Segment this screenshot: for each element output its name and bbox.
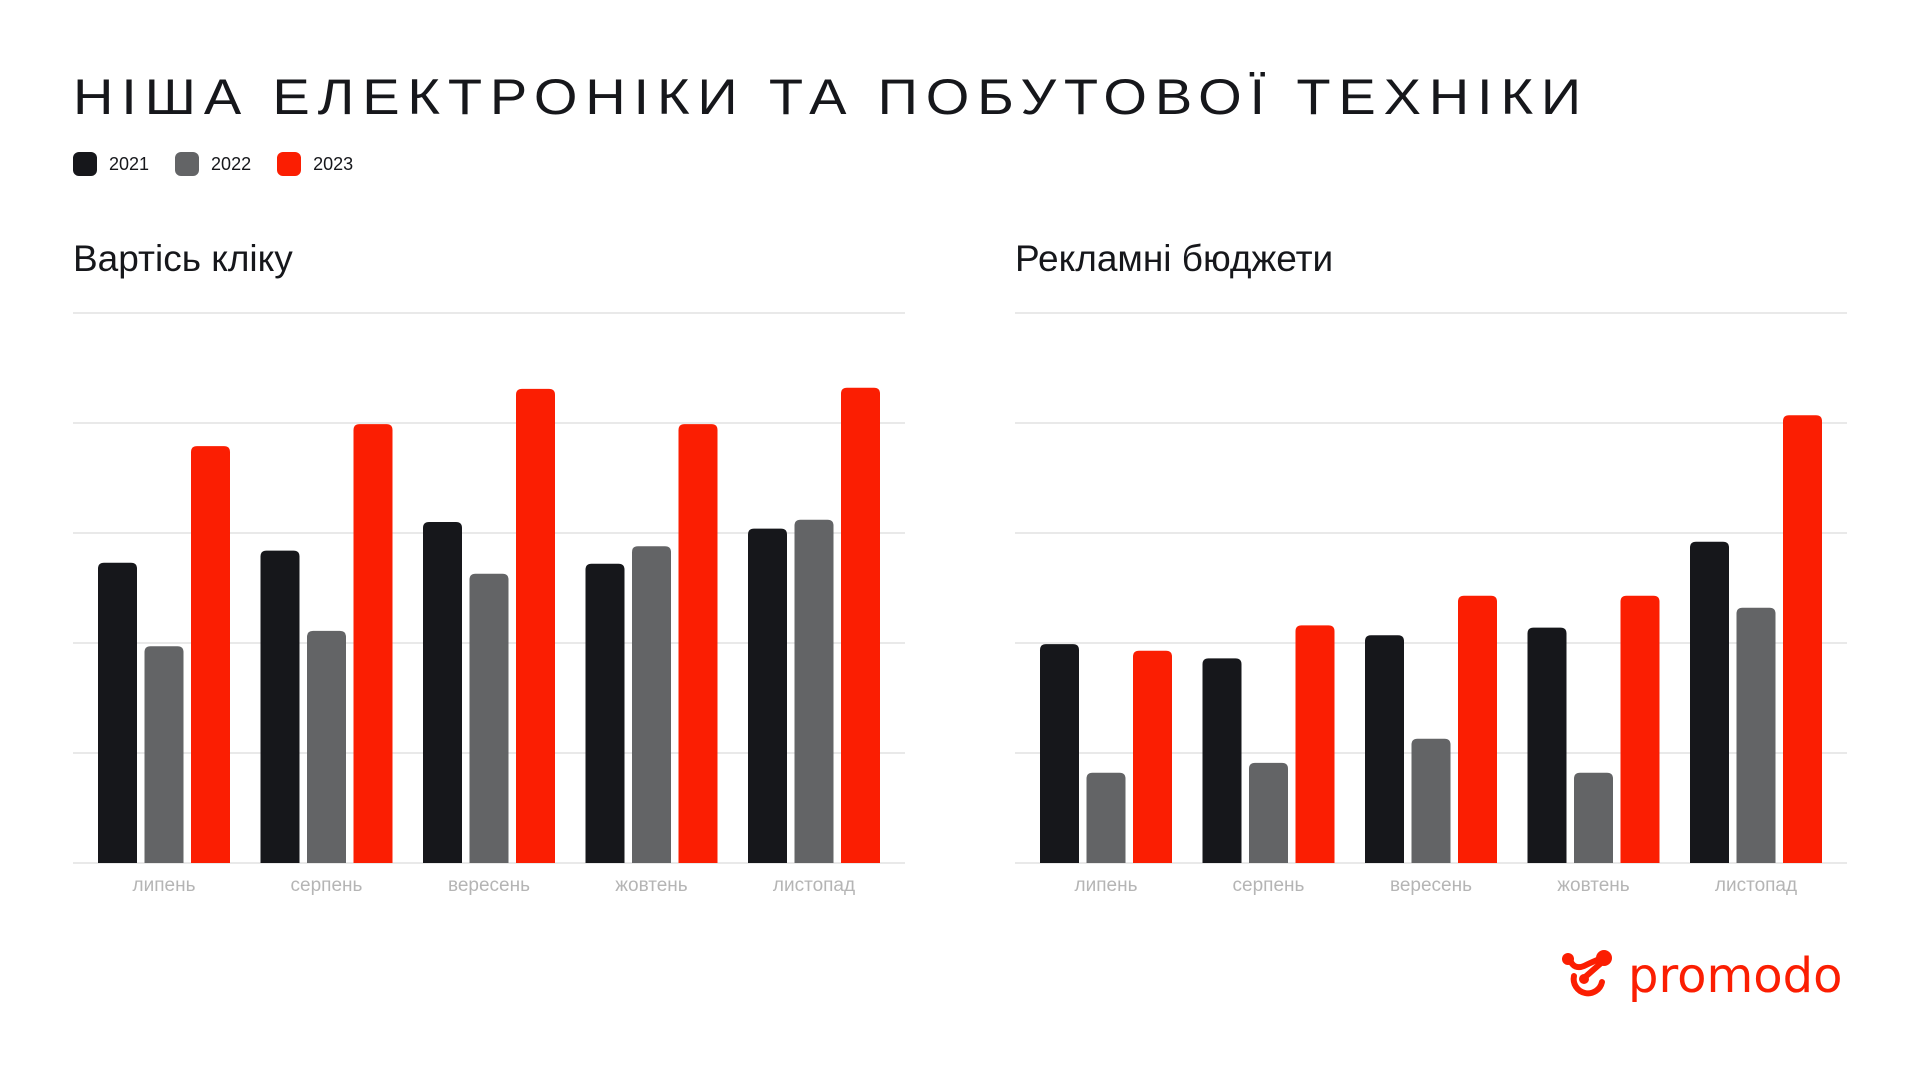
bar-2021-1	[260, 550, 300, 863]
x-tick-label: серпень	[1233, 875, 1305, 896]
bar-2021-2	[1365, 635, 1404, 863]
legend-label: 2023	[313, 153, 354, 174]
promodo-logo-mark: promodo	[1562, 948, 1842, 1004]
legend-item-2022: 2022	[175, 152, 251, 176]
legend-label: 2021	[109, 153, 150, 174]
bar-2023-1	[353, 424, 393, 863]
legend-item-2023: 2023	[277, 152, 353, 176]
bar-2023-4	[1783, 415, 1822, 863]
legend-swatch-2023	[277, 152, 302, 176]
page-title: НІША ЕЛЕКТРОНІКИ ТА ПОБУТОВОЇ ТЕХНІКИ	[73, 69, 1590, 125]
bar-2021-0	[1040, 644, 1079, 863]
bar-2022-2	[469, 573, 509, 863]
bar-2023-4	[841, 387, 880, 863]
bar-2022-4	[794, 519, 834, 863]
bar-2022-3	[632, 546, 671, 863]
bar-2023-3	[1620, 595, 1660, 863]
bar-2022-0	[144, 646, 184, 863]
bar-2023-0	[191, 446, 230, 863]
bar-2023-2	[516, 388, 555, 863]
bar-2022-2	[1411, 738, 1451, 863]
chart-title-cpc: Вартісь кліку	[73, 238, 293, 279]
x-tick-label: вересень	[1390, 875, 1472, 896]
x-tick-label: липень	[1075, 875, 1138, 896]
bar-2021-4	[1690, 541, 1729, 863]
legend-item-2021: 2021	[73, 152, 149, 176]
x-tick-label: липень	[133, 875, 196, 896]
x-tick-label: жовтень	[615, 875, 688, 896]
x-tick-label: жовтень	[1557, 875, 1630, 896]
logo-text: promodo	[1628, 948, 1842, 1004]
bar-2021-4	[748, 528, 787, 863]
bar-2023-1	[1295, 625, 1335, 863]
bar-2022-1	[1249, 762, 1288, 863]
bar-2021-3	[1527, 627, 1567, 863]
x-tick-label: листопад	[1715, 875, 1797, 896]
chart-budgets: липень серпень вересень жовтень листопад	[1015, 312, 1847, 896]
bar-2022-4	[1736, 607, 1776, 863]
bar-2021-1	[1202, 658, 1242, 863]
bar-2021-2	[423, 522, 462, 863]
bar-2022-3	[1574, 772, 1613, 863]
chart-cpc: липень серпень вересень жовтень листопад	[73, 312, 905, 896]
bar-2021-0	[98, 562, 137, 863]
x-tick-label: вересень	[448, 875, 530, 896]
x-tick-label: листопад	[773, 875, 855, 896]
chart-title-budgets: Рекламні бюджети	[1015, 238, 1334, 279]
bar-2023-3	[678, 424, 718, 863]
bar-2021-3	[585, 563, 625, 863]
legend-swatch-2022	[175, 152, 200, 176]
bar-2022-1	[307, 630, 346, 863]
promodo-logo: promodo	[1560, 948, 1850, 1013]
bar-2023-0	[1133, 650, 1172, 863]
legend-swatch-2021	[73, 152, 97, 176]
legend-label: 2022	[211, 153, 252, 174]
legend: 2021 2022 2023	[73, 152, 353, 176]
x-tick-label: серпень	[291, 875, 363, 896]
bar-2022-0	[1086, 772, 1126, 863]
bar-2023-2	[1458, 595, 1497, 863]
